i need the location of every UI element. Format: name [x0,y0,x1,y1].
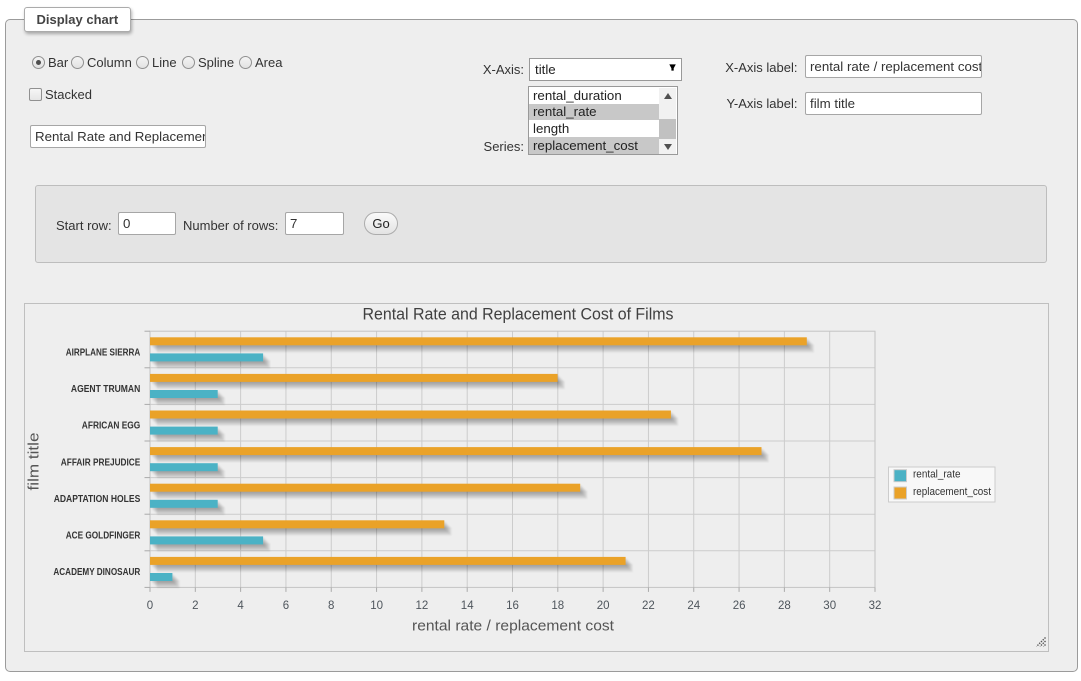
svg-text:32: 32 [869,600,882,612]
svg-text:Rental Rate and Replacement Co: Rental Rate and Replacement Cost of Film… [363,305,674,324]
svg-text:AGENT TRUMAN: AGENT TRUMAN [71,384,140,395]
svg-text:AFRICAN EGG: AFRICAN EGG [82,421,141,432]
svg-text:10: 10 [370,600,383,612]
svg-text:2: 2 [192,600,198,612]
svg-text:0: 0 [147,600,153,612]
svg-text:ADAPTATION HOLES: ADAPTATION HOLES [54,494,141,505]
svg-text:rental rate / replacement cost: rental rate / replacement cost [412,618,615,635]
svg-text:12: 12 [416,600,429,612]
svg-text:ACADEMY DINOSAUR: ACADEMY DINOSAUR [53,567,141,578]
svg-text:30: 30 [823,600,836,612]
svg-text:8: 8 [328,600,334,612]
svg-text:16: 16 [506,600,519,612]
svg-text:4: 4 [237,600,244,612]
svg-text:AFFAIR PREJUDICE: AFFAIR PREJUDICE [61,457,141,468]
svg-text:18: 18 [551,600,564,612]
svg-text:film title: film title [26,433,42,491]
svg-text:rental_rate: rental_rate [913,469,961,481]
svg-text:ACE GOLDFINGER: ACE GOLDFINGER [66,531,141,542]
svg-text:28: 28 [778,600,791,612]
svg-text:26: 26 [733,600,746,612]
svg-text:20: 20 [597,600,610,612]
svg-text:AIRPLANE SIERRA: AIRPLANE SIERRA [66,348,141,359]
svg-text:14: 14 [461,600,474,612]
svg-text:6: 6 [283,600,289,612]
svg-text:24: 24 [687,600,700,612]
svg-text:replacement_cost: replacement_cost [913,486,991,498]
svg-text:22: 22 [642,600,655,612]
